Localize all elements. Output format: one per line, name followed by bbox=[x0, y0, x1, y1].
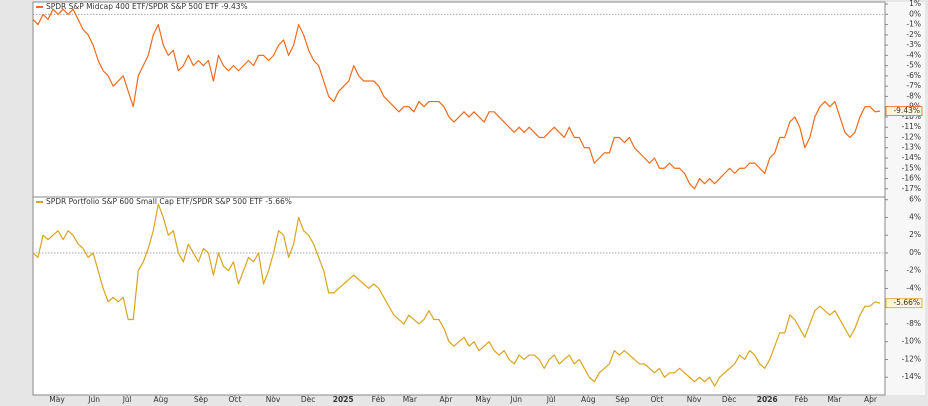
y-tick-label: -14% bbox=[902, 153, 921, 162]
last-value-tag bbox=[885, 298, 923, 309]
x-tick-label: Dec bbox=[722, 395, 737, 404]
x-tick-label: Jul bbox=[122, 395, 132, 404]
x-tick-label: Mar bbox=[827, 395, 842, 404]
y-tick-label: -4% bbox=[906, 283, 921, 292]
series-line bbox=[32, 203, 881, 387]
x-tick-label: Aug bbox=[153, 395, 168, 404]
y-tick-label: 1% bbox=[909, 0, 921, 8]
y-tick-label: -10% bbox=[902, 337, 921, 346]
legend-label: SPDR S&P Midcap 400 ETF/SPDR S&P 500 ETF… bbox=[46, 2, 248, 11]
y-tick-label: -11% bbox=[902, 122, 921, 131]
x-tick-label: Jun bbox=[87, 395, 100, 404]
x-tick-label: Oct bbox=[650, 395, 663, 404]
y-tick-label: -2% bbox=[906, 266, 921, 275]
x-tick-label: Nov bbox=[687, 395, 702, 404]
x-tick-label: Sep bbox=[194, 395, 208, 404]
panel-frame bbox=[32, 1, 886, 198]
y-tick-label: -3% bbox=[906, 40, 921, 49]
y-tick-label: 0% bbox=[909, 9, 921, 18]
y-tick-label: -17% bbox=[902, 184, 921, 193]
y-tick-label: -13% bbox=[902, 143, 921, 152]
x-tick-label: Oct bbox=[228, 395, 241, 404]
legend-label: SPDR Portfolio S&P 600 Small Cap ETF/SPD… bbox=[46, 197, 292, 206]
x-tick-label: Nov bbox=[266, 395, 281, 404]
x-tick-label: Mar bbox=[403, 395, 418, 404]
y-tick-label: -14% bbox=[902, 372, 921, 381]
y-tick-label: -12% bbox=[902, 354, 921, 363]
panel-frame bbox=[32, 196, 886, 396]
x-tick-label: Feb bbox=[372, 395, 386, 404]
x-tick-label: Jun bbox=[509, 395, 522, 404]
x-tick-label: Jul bbox=[546, 395, 556, 404]
y-tick-label: -4% bbox=[906, 50, 921, 59]
y-tick-label: -16% bbox=[902, 174, 921, 183]
series-line bbox=[32, 8, 881, 190]
last-value-tag bbox=[885, 106, 923, 116]
y-tick-label: -1% bbox=[906, 20, 921, 29]
y-tick-label: -6% bbox=[906, 71, 921, 80]
x-tick-label: Aug bbox=[581, 395, 596, 404]
y-tick-label: 0% bbox=[909, 248, 921, 257]
y-tick-label: -7% bbox=[906, 81, 921, 90]
x-tick-label: 2026 bbox=[757, 395, 778, 404]
x-tick-label: Sep bbox=[615, 395, 629, 404]
x-tick-label: Dec bbox=[301, 395, 316, 404]
x-tick-label: Apr bbox=[439, 395, 453, 404]
x-tick-label: May bbox=[49, 395, 65, 404]
last-value-label: -9.43% bbox=[893, 106, 920, 115]
y-tick-label: -10% bbox=[902, 112, 921, 121]
y-tick-label: -8% bbox=[906, 319, 921, 328]
x-tick-label: Feb bbox=[795, 395, 809, 404]
y-tick-label: 4% bbox=[909, 212, 921, 221]
y-tick-label: -2% bbox=[906, 30, 921, 39]
axis-area bbox=[885, 2, 925, 395]
y-tick-label: 2% bbox=[909, 230, 921, 239]
x-tick-label: Apr bbox=[864, 395, 878, 404]
x-tick-label: May bbox=[475, 395, 491, 404]
y-tick-label: 6% bbox=[909, 195, 921, 204]
y-tick-label: -5% bbox=[906, 61, 921, 70]
x-tick-label: 2025 bbox=[333, 395, 354, 404]
last-value-label: -5.66% bbox=[893, 298, 920, 307]
y-tick-label: -12% bbox=[902, 132, 921, 141]
y-tick-label: -8% bbox=[906, 91, 921, 100]
y-tick-label: -9% bbox=[906, 102, 921, 111]
y-tick-label: -15% bbox=[902, 163, 921, 172]
